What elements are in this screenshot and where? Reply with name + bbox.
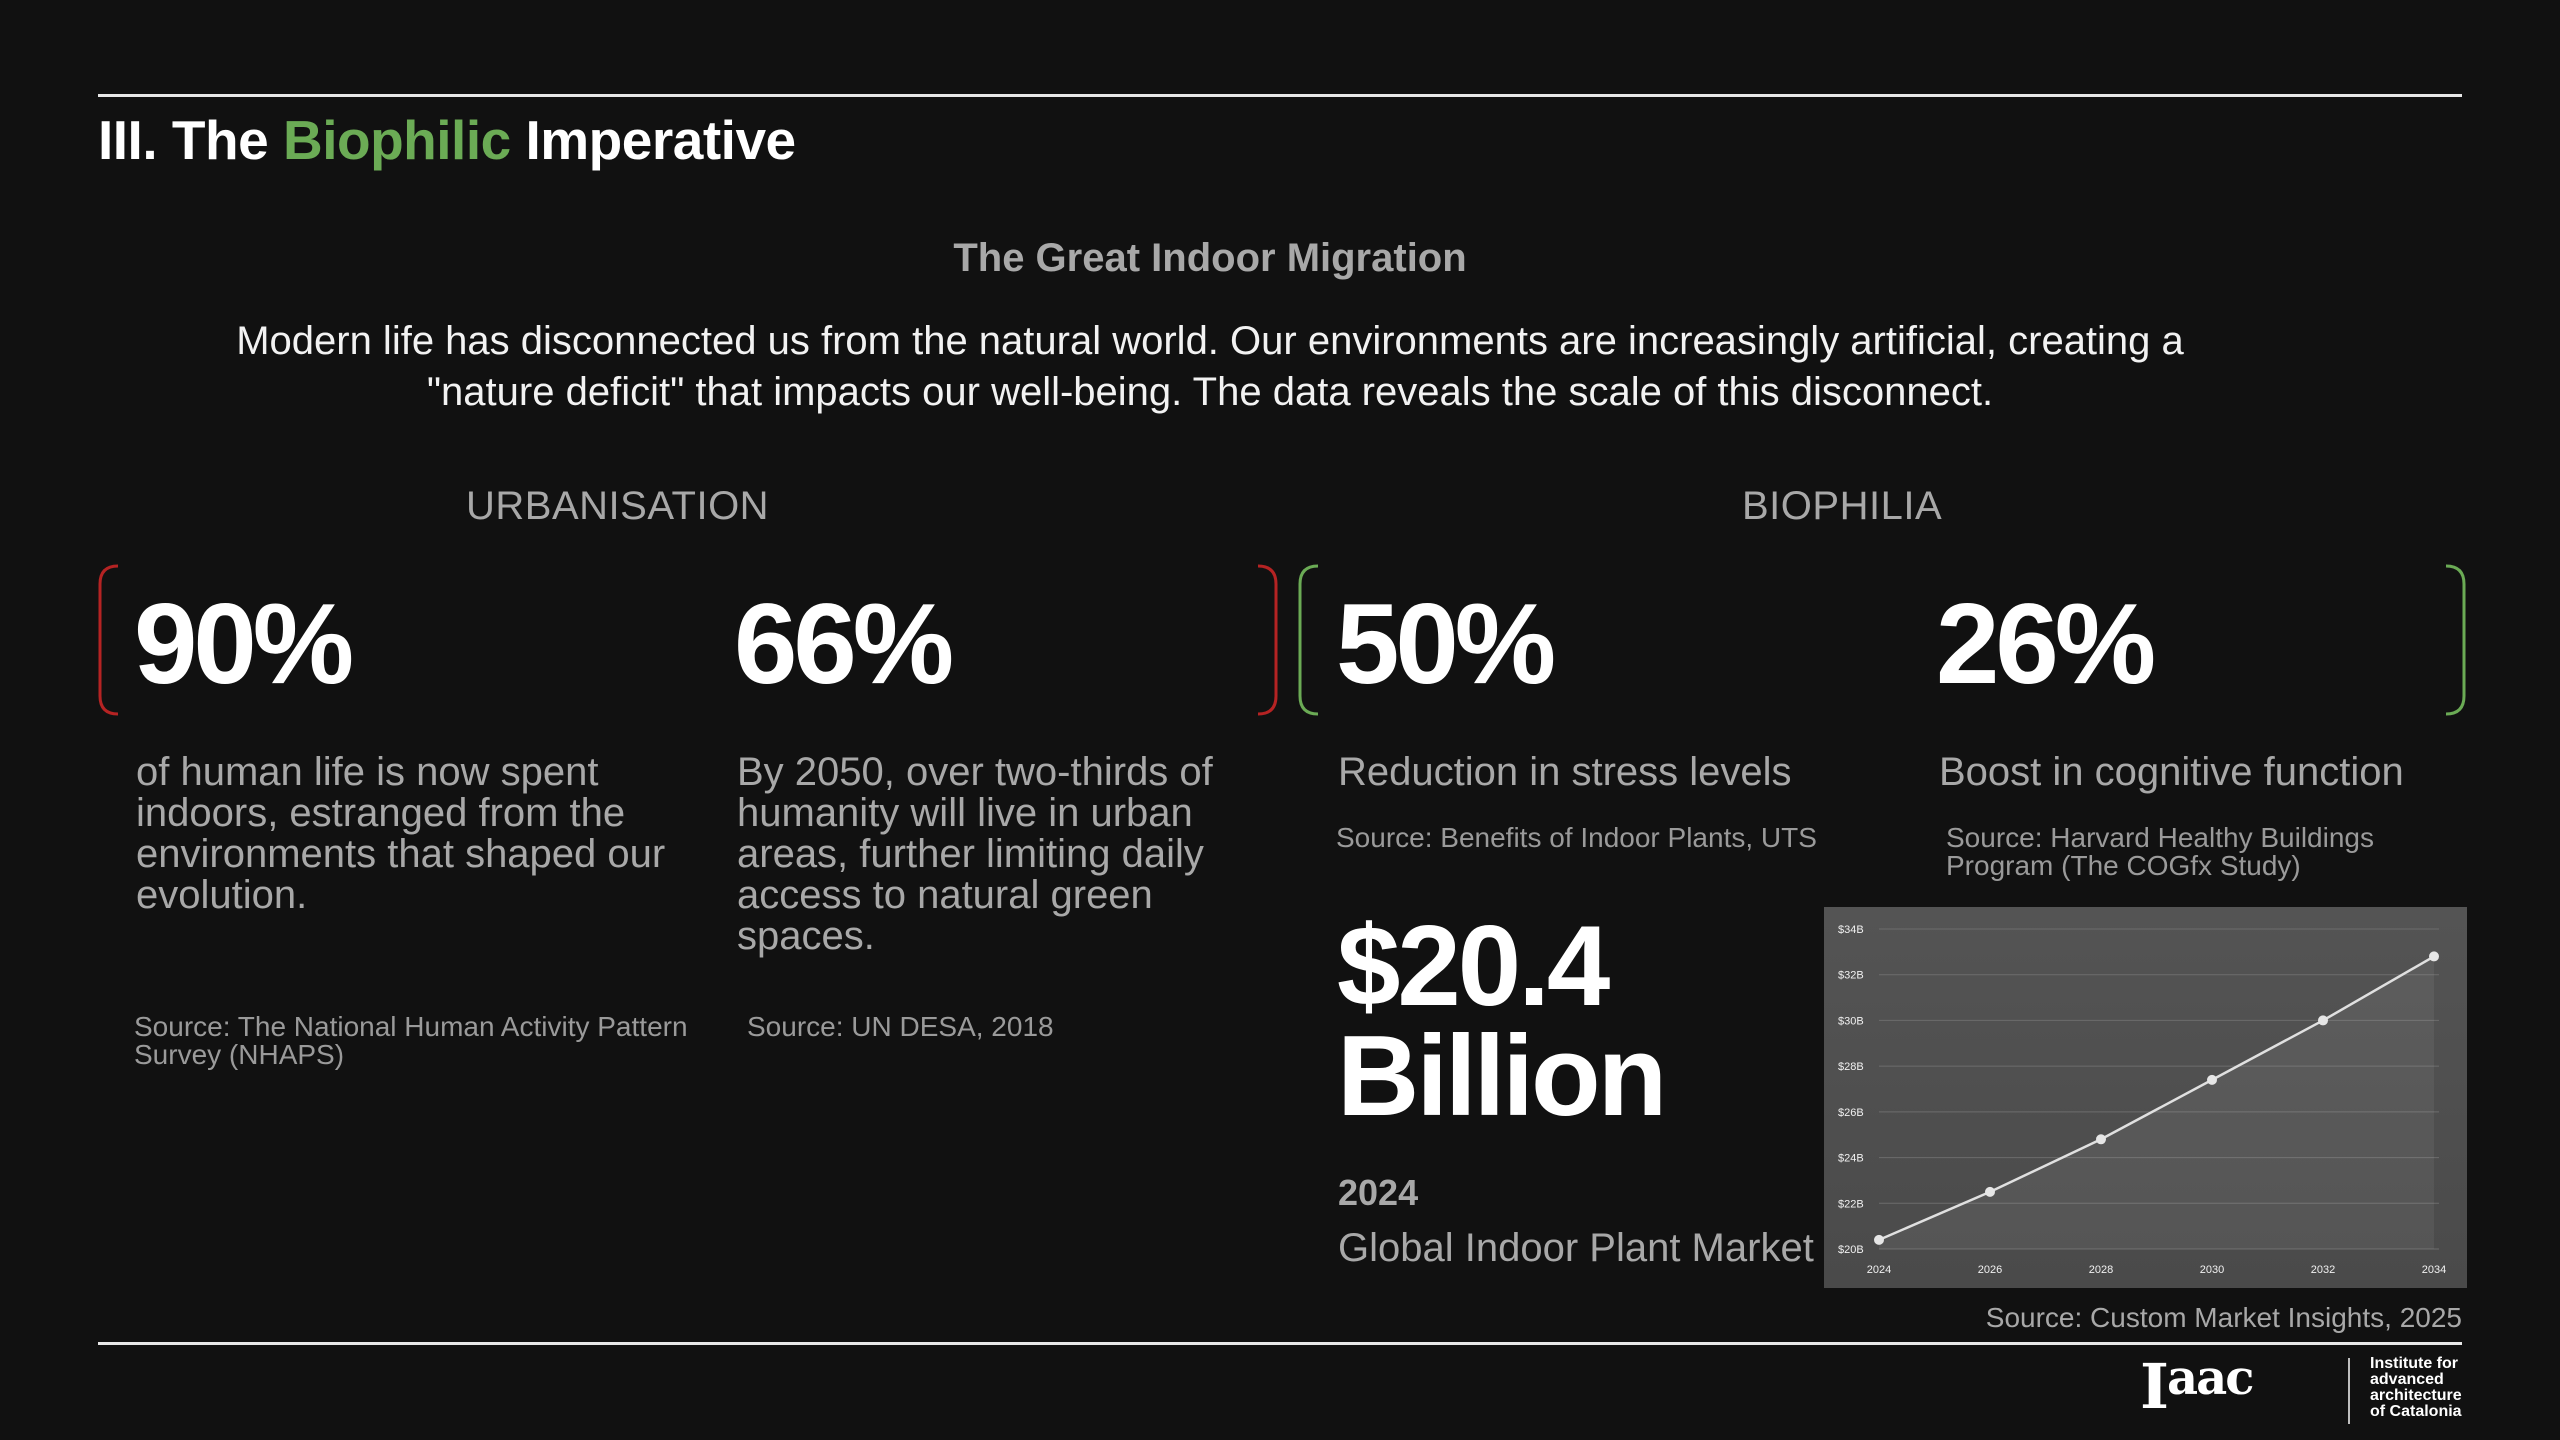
chart-x-tick-label: 2034 [2422,1264,2446,1276]
logo-text-line: of Catalonia [2370,1403,2462,1420]
market-growth-chart: $20B $22B $24B $26B $28B $30B $32B $34B 2024 2026… [1824,907,2467,1288]
chart-y-tick-label: $20B [1838,1244,1864,1256]
logo-text-line: architecture [2370,1387,2462,1404]
chart-x-tick-label: 2030 [2200,1264,2224,1276]
title-suffix: Imperative [525,109,796,171]
stat-cognitive-description: Boost in cognitive function [1939,750,2404,794]
chart-x-tick-label: 2028 [2089,1264,2113,1276]
urbanisation-right-bracket [1257,564,1278,716]
section-subtitle: The Great Indoor Migration [953,236,1467,280]
stat-cognitive-value: 26% [1936,581,2156,708]
title-prefix: III. The [98,109,269,171]
chart-y-tick-label: $32B [1838,970,1864,982]
chart-y-tick-label: $26B [1838,1107,1864,1119]
logo-text: Institute for advanced architecture of C… [2370,1356,2462,1420]
intro-paragraph: Modern life has disconnected us from the… [236,319,2184,414]
stat-cognitive-source: Source: Harvard Healthy Buildings Progra… [1946,822,2374,881]
page-title: III. The Biophilic Imperative [98,108,796,172]
stat-stress-value: 50% [1336,581,1556,708]
stat-indoor-life-value: 90% [134,581,354,708]
chart-y-tick-label: $28B [1838,1061,1864,1073]
chart-x-tick-label: 2026 [1978,1264,2002,1276]
chart-data-point [2429,951,2439,962]
logo-text-line: Institute for [2370,1355,2458,1372]
chart-data-point [1874,1234,1884,1245]
iaac-logo: Iaac Institute for advanced architecture… [2140,1350,2470,1430]
chart-y-tick-label: $34B [1838,924,1864,936]
stat-urban-source: Source: UN DESA, 2018 [747,1011,1054,1042]
biophilia-label: BIOPHILIA [1742,484,1943,528]
stat-indoor-life-source: Source: The National Human Activity Patt… [134,1011,688,1070]
biophilia-left-bracket [1298,564,1319,716]
logo-divider [2348,1358,2350,1424]
chart-series-line [1878,955,2435,1242]
chart-data-point [2096,1134,2106,1145]
market-value-amount: $20.4 [1337,903,1610,1030]
chart-y-tick-label: $22B [1838,1198,1864,1210]
urbanisation-label: URBANISATION [466,484,770,528]
logo-text-line: advanced [2370,1371,2444,1388]
chart-x-tick-label: 2024 [1867,1264,1891,1276]
chart-y-tick-label: $24B [1838,1153,1864,1165]
market-growth-chart-svg: $20B $22B $24B $26B $28B $30B $32B $34B 2024 2026… [1838,924,2446,1276]
chart-data-point [2318,1015,2328,1026]
market-year: 2024 [1338,1172,1419,1213]
chart-area-fill [1879,956,2434,1249]
biophilia-right-bracket [2445,564,2466,716]
bottom-divider [98,1342,2462,1345]
chart-x-tick-label: 2032 [2311,1264,2335,1276]
title-accent: Biophilic [282,109,511,171]
market-value: $20.4 Billion [1337,903,1667,1140]
stat-stress-description: Reduction in stress levels [1338,750,1792,794]
chart-y-tick-label: $30B [1838,1015,1864,1027]
iaac-logo-mark: Iaac [2140,1350,2254,1423]
stat-indoor-life-description: of human life is now spent indoors, estr… [136,750,666,917]
market-value-unit: Billion [1337,1013,1667,1140]
top-divider [98,94,2462,97]
urbanisation-left-bracket [98,564,119,716]
chart-source: Source: Custom Market Insights, 2025 [1985,1302,2462,1333]
chart-data-point [2207,1074,2217,1085]
stat-stress-source: Source: Benefits of Indoor Plants, UTS [1336,822,1817,853]
stat-urban-description: By 2050, over two-thirds of humanity wil… [737,750,1213,958]
stat-urban-value: 66% [734,581,954,708]
chart-data-point [1985,1186,1995,1197]
